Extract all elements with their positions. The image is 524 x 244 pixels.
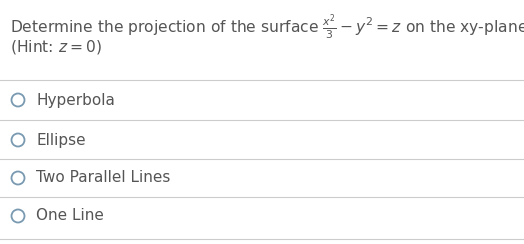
Text: Determine the projection of the surface $\frac{x^2}{3} - y^2 = z$ on the xy-plan: Determine the projection of the surface … — [10, 12, 524, 42]
Text: Ellipse: Ellipse — [36, 132, 85, 148]
Text: Hyperbola: Hyperbola — [36, 92, 115, 108]
Text: (Hint: $z = 0$): (Hint: $z = 0$) — [10, 38, 102, 56]
Text: Two Parallel Lines: Two Parallel Lines — [36, 171, 170, 185]
Text: One Line: One Line — [36, 209, 104, 224]
